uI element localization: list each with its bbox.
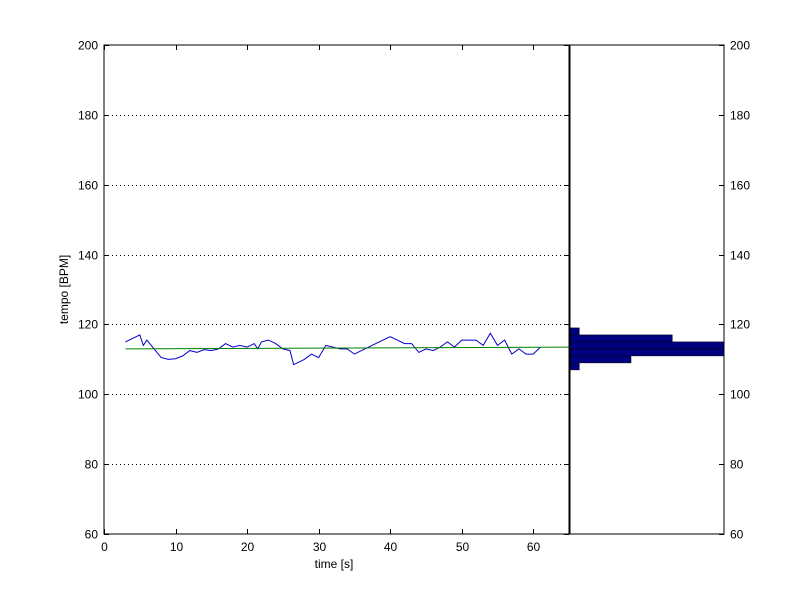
tempo-histogram: 60 80 100 120 140 160 180 200	[568, 39, 750, 542]
left-ticks: 60 80 100 120 140 160 180 200 0 10 20 30 40 50 60	[78, 39, 569, 554]
tempo-time-plot: 60 80 100 120 140 160 180 200 0 10 20 30 40 50 60 time…	[57, 39, 570, 571]
histogram-bar	[568, 348, 725, 357]
y-tick-label: 140	[78, 249, 98, 263]
y-tick-label: 100	[78, 388, 98, 402]
x-tick-label: 30	[313, 540, 327, 554]
y-tick-label: 180	[78, 109, 98, 123]
x-tick-label: 50	[456, 540, 470, 554]
histogram-bar	[568, 355, 632, 364]
y-tick-label: 160	[78, 179, 98, 193]
right-y-tick-label: 80	[730, 458, 744, 472]
mean-tempo-line	[125, 346, 570, 350]
x-tick-label: 40	[384, 540, 398, 554]
x-axis-title: time [s]	[315, 557, 354, 571]
right-y-tick-label: 160	[730, 179, 750, 193]
left-grid	[104, 115, 569, 465]
x-tick-label: 60	[527, 540, 541, 554]
y-tick-label: 200	[78, 39, 98, 53]
histogram-bar	[568, 341, 725, 350]
right-y-tick-label: 60	[730, 528, 744, 542]
x-tick-label: 20	[241, 540, 255, 554]
histogram-bar	[568, 334, 673, 343]
y-tick-label: 60	[85, 528, 99, 542]
histogram-bars	[568, 327, 725, 371]
x-tick-label: 10	[170, 540, 184, 554]
right-y-tick-label: 100	[730, 388, 750, 402]
right-plot-area	[568, 44, 725, 535]
y-tick-label: 120	[78, 318, 98, 332]
right-y-tick-label: 140	[730, 249, 750, 263]
x-tick-label: 0	[101, 540, 108, 554]
right-y-tick-label: 120	[730, 318, 750, 332]
histogram-bar	[568, 327, 580, 336]
right-y-tick-label: 180	[730, 109, 750, 123]
left-series	[125, 332, 570, 366]
histogram-bar	[568, 362, 580, 371]
right-ticks: 60 80 100 120 140 160 180 200	[719, 39, 750, 542]
left-plot-area	[103, 44, 570, 535]
right-y-tick-label: 200	[730, 39, 750, 53]
y-tick-label: 80	[85, 458, 99, 472]
y-axis-title: tempo [BPM]	[57, 255, 71, 324]
tempo-series-line	[125, 332, 541, 366]
